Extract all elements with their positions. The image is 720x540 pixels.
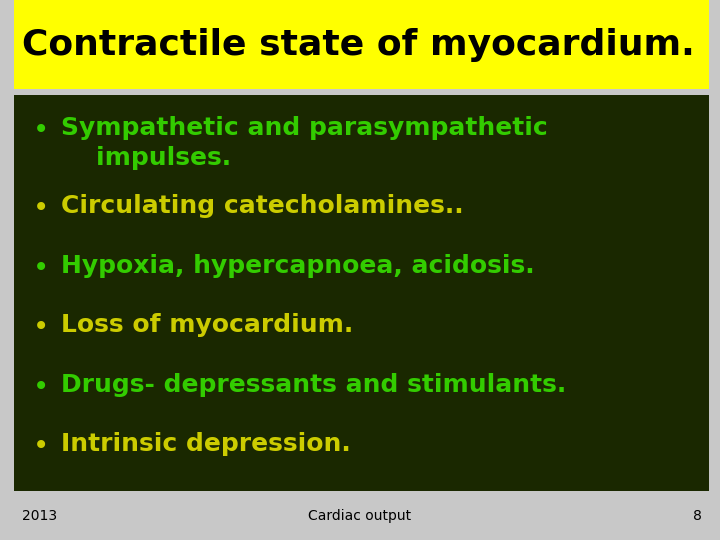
Text: •: • — [32, 254, 49, 282]
Bar — [14, 0, 709, 89]
Text: Hypoxia, hypercapnoea, acidosis.: Hypoxia, hypercapnoea, acidosis. — [61, 254, 535, 278]
Text: Cardiac output: Cardiac output — [308, 509, 412, 523]
Text: •: • — [32, 194, 49, 222]
Text: •: • — [32, 116, 49, 144]
Text: •: • — [32, 432, 49, 460]
Text: Contractile state of myocardium.: Contractile state of myocardium. — [22, 28, 694, 62]
Text: Loss of myocardium.: Loss of myocardium. — [61, 313, 354, 337]
Text: Sympathetic and parasympathetic
    impulses.: Sympathetic and parasympathetic impulses… — [61, 116, 548, 170]
Text: 8: 8 — [693, 509, 702, 523]
Text: Circulating catecholamines..: Circulating catecholamines.. — [61, 194, 464, 218]
Text: •: • — [32, 313, 49, 341]
Text: 2013: 2013 — [22, 509, 57, 523]
Bar — [14, 94, 709, 491]
Text: •: • — [32, 373, 49, 401]
Text: Intrinsic depression.: Intrinsic depression. — [61, 432, 351, 456]
Text: Drugs- depressants and stimulants.: Drugs- depressants and stimulants. — [61, 373, 567, 396]
